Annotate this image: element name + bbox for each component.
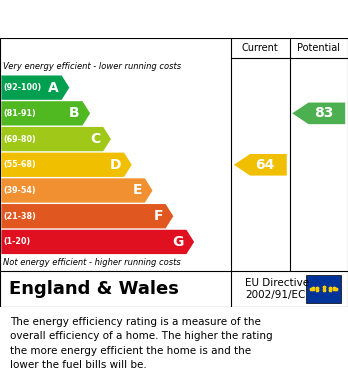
Polygon shape xyxy=(1,152,132,177)
Text: The energy efficiency rating is a measure of the
overall efficiency of a home. T: The energy efficiency rating is a measur… xyxy=(10,317,273,370)
Polygon shape xyxy=(234,154,287,176)
Text: EU Directive: EU Directive xyxy=(245,278,309,288)
Polygon shape xyxy=(1,101,90,126)
Text: G: G xyxy=(172,235,184,249)
Text: D: D xyxy=(110,158,121,172)
Polygon shape xyxy=(1,75,69,100)
Text: 83: 83 xyxy=(314,106,333,120)
Text: (55-68): (55-68) xyxy=(3,160,36,169)
Text: Potential: Potential xyxy=(297,43,340,53)
Polygon shape xyxy=(292,102,345,124)
Text: 64: 64 xyxy=(255,158,275,172)
Text: Very energy efficient - lower running costs: Very energy efficient - lower running co… xyxy=(3,62,182,71)
Text: (69-80): (69-80) xyxy=(3,135,36,143)
Text: 2002/91/EC: 2002/91/EC xyxy=(245,290,305,300)
Text: Not energy efficient - higher running costs: Not energy efficient - higher running co… xyxy=(3,258,181,267)
Bar xyxy=(306,275,341,303)
Polygon shape xyxy=(1,230,194,254)
Polygon shape xyxy=(1,204,173,228)
Polygon shape xyxy=(1,127,111,151)
Text: (92-100): (92-100) xyxy=(3,83,42,92)
Text: F: F xyxy=(153,209,163,223)
Text: (21-38): (21-38) xyxy=(3,212,36,221)
Text: Current: Current xyxy=(242,43,279,53)
Text: B: B xyxy=(69,106,80,120)
Text: A: A xyxy=(48,81,59,95)
Text: Energy Efficiency Rating: Energy Efficiency Rating xyxy=(9,13,230,27)
Text: England & Wales: England & Wales xyxy=(9,280,179,298)
Polygon shape xyxy=(1,178,152,203)
Text: (1-20): (1-20) xyxy=(3,237,31,246)
Text: E: E xyxy=(133,183,142,197)
Text: (39-54): (39-54) xyxy=(3,186,36,195)
Text: (81-91): (81-91) xyxy=(3,109,36,118)
Text: C: C xyxy=(90,132,101,146)
